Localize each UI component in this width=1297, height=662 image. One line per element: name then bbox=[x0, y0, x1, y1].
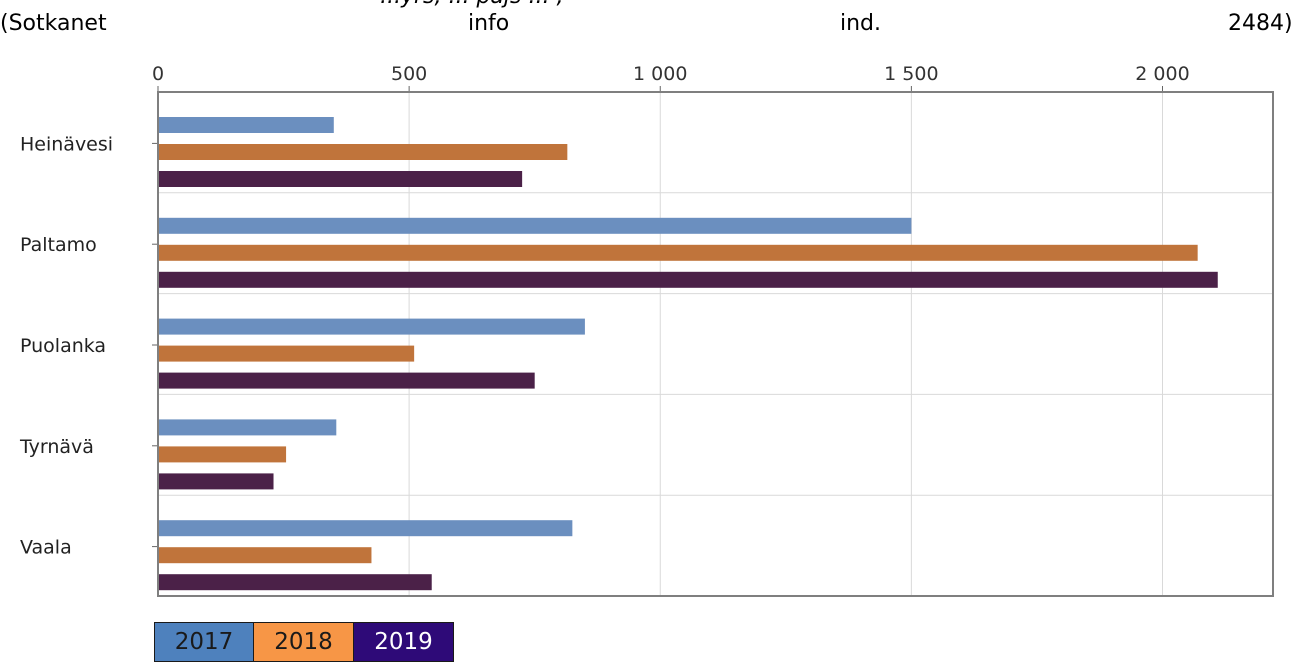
bar-2018-tyrnävä bbox=[159, 446, 287, 463]
y-tick-label: Heinävesi bbox=[20, 133, 113, 155]
bar-2019-vaala bbox=[159, 574, 432, 591]
caption-source-ind: ind. bbox=[840, 11, 882, 36]
caption-source-right: 2484) bbox=[1228, 11, 1293, 36]
bar-2019-paltamo bbox=[159, 271, 1218, 288]
y-tick-label: Tyrnävä bbox=[19, 436, 94, 458]
bar-2017-heinävesi bbox=[159, 117, 334, 133]
x-tick-label: 0 bbox=[152, 63, 164, 85]
bar-2017-tyrnävä bbox=[159, 419, 337, 436]
bar-2019-puolanka bbox=[159, 372, 535, 389]
y-tick-label: Vaala bbox=[20, 537, 72, 559]
bar-2018-vaala bbox=[159, 547, 372, 564]
caption-source-info: info bbox=[468, 11, 510, 36]
bar-chart: Heinävesi Paltamo Puolanka Tyrnävä Vaala 0 500… bbox=[19, 63, 1274, 597]
legend-item-2018: 2018 bbox=[254, 622, 354, 662]
legend-item-2017: 2017 bbox=[154, 622, 254, 662]
x-tick-label: 500 bbox=[391, 63, 427, 85]
bar-2019-tyrnävä bbox=[159, 473, 274, 490]
legend-item-2019: 2019 bbox=[354, 622, 454, 662]
caption-top-fragment: ...yrs, ... pajs ... , bbox=[380, 0, 563, 12]
chart-caption: ...yrs, ... pajs ... , (Sotkanet info in… bbox=[0, 0, 1297, 46]
x-tick-label: 1 000 bbox=[633, 63, 687, 85]
bar-2018-heinävesi bbox=[159, 144, 568, 160]
bar-2018-puolanka bbox=[159, 345, 415, 362]
x-tick-label: 1 500 bbox=[884, 63, 938, 85]
bar-2017-paltamo bbox=[159, 217, 912, 234]
chart-legend: 2017 2018 2019 bbox=[154, 622, 454, 662]
bar-2019-heinävesi bbox=[159, 171, 523, 187]
bar-2018-paltamo bbox=[159, 244, 1198, 261]
plot-frame bbox=[157, 91, 1274, 597]
bar-2017-puolanka bbox=[159, 318, 585, 335]
bar-2017-vaala bbox=[159, 520, 573, 537]
y-tick-label: Paltamo bbox=[20, 234, 97, 256]
x-tick-label: 2 000 bbox=[1135, 63, 1189, 85]
y-tick-label: Puolanka bbox=[20, 335, 106, 357]
caption-source-left: (Sotkanet bbox=[0, 11, 107, 36]
